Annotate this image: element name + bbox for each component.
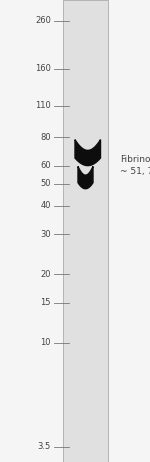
Text: 110: 110 [35, 101, 51, 110]
Polygon shape [75, 140, 100, 165]
Text: 15: 15 [40, 298, 51, 307]
Text: 260: 260 [35, 16, 51, 25]
Text: 30: 30 [40, 230, 51, 239]
Bar [63, 0, 108, 462]
Text: 20: 20 [40, 270, 51, 279]
Text: 10: 10 [40, 338, 51, 347]
Text: 60: 60 [40, 161, 51, 170]
Text: 80: 80 [40, 133, 51, 142]
Text: Fibrinogen
~ 51, 70 kDa: Fibrinogen ~ 51, 70 kDa [120, 155, 150, 176]
Polygon shape [78, 166, 93, 189]
Text: 40: 40 [40, 201, 51, 210]
Text: 160: 160 [35, 64, 51, 73]
Text: 3.5: 3.5 [38, 442, 51, 451]
Text: 50: 50 [40, 179, 51, 188]
